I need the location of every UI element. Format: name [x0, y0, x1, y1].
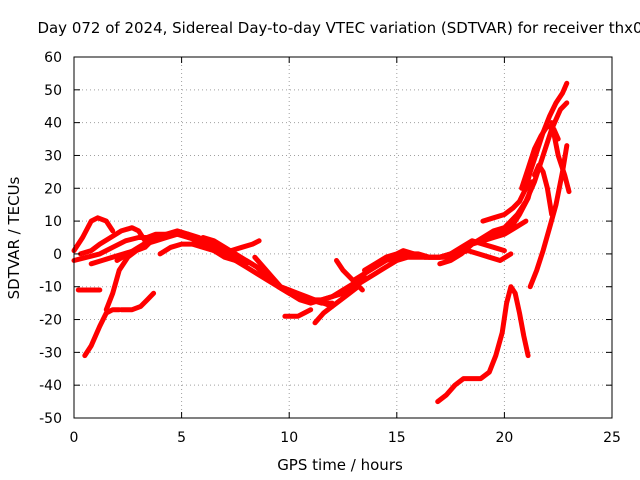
x-tick-label: 0	[70, 430, 79, 446]
chart-title: Day 072 of 2024, Sidereal Day-to-day VTE…	[37, 19, 640, 37]
series-arc-12	[217, 238, 262, 257]
y-tick-label: 40	[44, 116, 62, 132]
y-tick-label: -30	[39, 345, 62, 361]
plot-frame	[73, 56, 613, 419]
data-series	[71, 80, 572, 405]
series-arc-24	[532, 162, 555, 217]
x-tick-label: 20	[495, 430, 513, 446]
series-arc-22	[486, 179, 535, 237]
y-tick-label: 10	[44, 214, 62, 230]
tick-labels: 0 5 10 15 20 25 -50 -40 -30 -20 -10 0 10 20 30 40 50 60	[39, 50, 621, 446]
y-tick-label: 60	[44, 50, 62, 66]
series-arc-13	[252, 254, 335, 309]
x-tick-label: 10	[280, 430, 298, 446]
y-tick-label: 0	[53, 247, 62, 263]
series-arc-15	[312, 284, 361, 326]
series-arc-05	[82, 307, 122, 359]
y-tick-label: -50	[39, 411, 62, 427]
series-arc-21	[480, 80, 570, 224]
x-tick-label: 25	[603, 430, 621, 446]
series-arc-07	[118, 290, 157, 313]
series-arc-20	[437, 100, 570, 267]
series-arc-27	[435, 284, 531, 405]
series-arc-01	[71, 215, 116, 254]
x-tick-label: 5	[177, 430, 186, 446]
series-arc-14	[282, 307, 314, 319]
tick-marks	[73, 56, 613, 419]
y-tick-label: -10	[39, 280, 62, 296]
x-tick-label: 15	[388, 430, 406, 446]
y-axis-label: SDTVAR / TECUs	[5, 176, 23, 299]
series-arc-19	[362, 248, 514, 273]
series-arc-03	[78, 225, 148, 257]
y-tick-label: -40	[39, 378, 62, 394]
y-tick-label: 50	[44, 83, 62, 99]
y-tick-label: 20	[44, 181, 62, 197]
x-axis-label: GPS time / hours	[277, 456, 403, 474]
y-tick-label: 30	[44, 148, 62, 164]
y-tick-label: -20	[39, 313, 62, 329]
series-arc-26	[549, 120, 572, 195]
